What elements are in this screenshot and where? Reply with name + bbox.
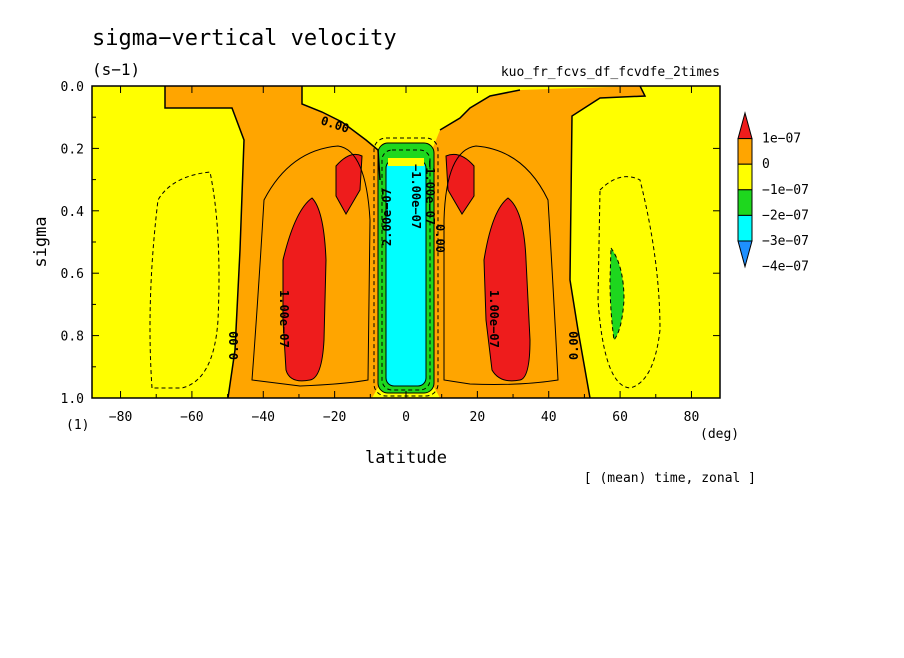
colorbar-swatch — [737, 240, 753, 269]
y-axis: 0.0 0.2 0.4 0.6 0.8 1.0 — [61, 80, 720, 407]
contour-south-neg — [149, 171, 220, 389]
contour-label: 0.00 — [567, 331, 581, 360]
positive-contours — [251, 145, 559, 387]
fill-midlat-north-green — [609, 246, 625, 342]
fill-equator-yellow-gap — [388, 158, 424, 166]
x-axis: −80 −60 −40 −20 0 20 40 60 80 — [109, 86, 699, 425]
y-tick-label: 0.4 — [61, 205, 85, 220]
colorbar-swatch — [737, 138, 753, 165]
x-tick-label: −20 — [323, 410, 346, 425]
contour-zero-top — [301, 86, 381, 181]
contour-zero-south — [164, 86, 245, 399]
contour-equator-inner — [381, 149, 431, 391]
y-axis-title: sigma — [31, 216, 51, 267]
chart-units: (s−1) — [92, 60, 140, 79]
y-tick-label: 0.6 — [61, 267, 84, 282]
contour-label: 0.00 — [227, 331, 241, 360]
contour-label: 1.00e−07 — [277, 290, 291, 348]
colorbar: 1e−07 0 −1e−07 −2e−07 −3e−07 −4e−07 — [737, 111, 809, 275]
y-tick-label: 0.0 — [61, 80, 84, 95]
contour-south-pos — [251, 145, 371, 387]
x-tick-label: 0 — [402, 410, 410, 425]
contour-label: 0.00 — [433, 224, 447, 253]
fill-core-north-large — [483, 197, 531, 382]
colorbar-swatch — [737, 214, 753, 242]
x-tick-label: −40 — [252, 410, 275, 425]
contour-label: −1.00e−07 — [423, 160, 437, 225]
colorbar-swatch — [737, 163, 753, 191]
contour-zero-top-north — [439, 89, 521, 131]
contour-north-pos — [443, 145, 559, 385]
x-tick-label: 80 — [684, 410, 700, 425]
colorbar-label: −1e−07 — [762, 183, 809, 198]
x-tick-label: 20 — [470, 410, 486, 425]
experiment-name: kuo_fr_fcvs_df_fcvdfe_2times — [501, 65, 720, 80]
plot-area: 0.00 0.00 0.00 0.00 1.00e−07 1.00e−07 2.… — [91, 85, 721, 399]
colorbar-label: −3e−07 — [762, 234, 809, 249]
x-axis-title: latitude — [365, 448, 447, 468]
colorbar-label: −2e−07 — [762, 208, 809, 223]
colorbar-label: −4e−07 — [762, 260, 809, 275]
fill-region-positive-south — [165, 86, 380, 398]
fill-core-south-small — [335, 153, 363, 216]
x-tick-label: 40 — [541, 410, 557, 425]
contour-label: −1.00e−07 — [409, 164, 423, 229]
fill-region-positive-north — [430, 86, 645, 398]
contour-label: 2.00e−07 — [380, 188, 394, 246]
y-tick-label: 0.2 — [61, 142, 84, 157]
x-tick-label: 60 — [612, 410, 628, 425]
colorbar-swatch — [737, 111, 753, 140]
fill-core-south-large — [282, 197, 327, 382]
contour-zero-north — [569, 85, 647, 399]
colorbar-label: 1e−07 — [762, 132, 801, 147]
x-tick-label: −60 — [180, 410, 203, 425]
contour-label: 1.00e−07 — [487, 290, 501, 348]
contour-labels: 0.00 0.00 0.00 0.00 1.00e−07 1.00e−07 2.… — [227, 114, 581, 360]
y-tick-label: 1.0 — [61, 392, 84, 407]
chart-title: sigma−vertical velocity — [92, 26, 397, 51]
footer-note: [ (mean) time, zonal ] — [584, 471, 756, 486]
colorbar-swatch — [737, 189, 753, 216]
x-unit-label: (deg) — [700, 427, 739, 442]
fill-core-north-small — [445, 153, 475, 215]
zero-contours — [164, 85, 647, 399]
x-tick-label: −80 — [109, 410, 132, 425]
colorbar-label: 0 — [762, 157, 770, 172]
y-tick-label: 0.8 — [61, 330, 84, 345]
y-unit-label: (1) — [66, 418, 89, 433]
